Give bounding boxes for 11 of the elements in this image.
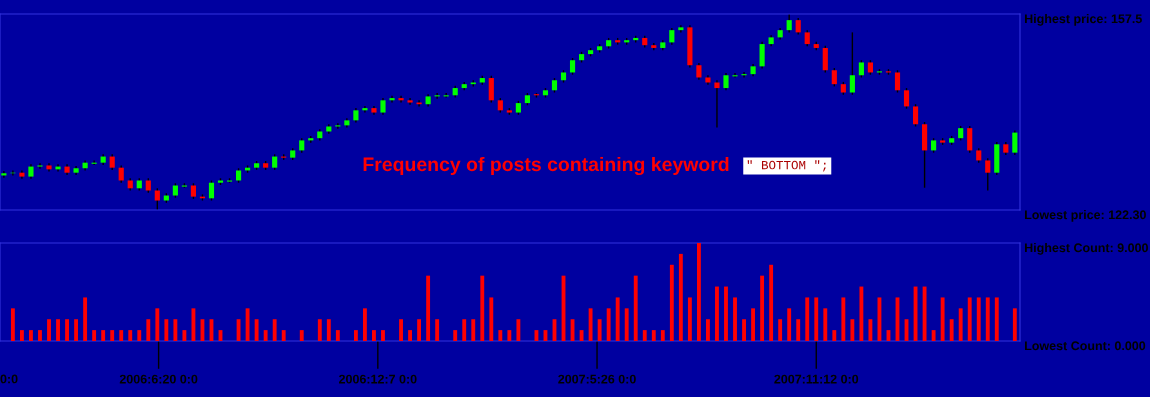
y-tick-label: Lowest Count: 0.000	[1025, 341, 1146, 351]
x-tick-label: 2007:5:26 0:0	[558, 374, 636, 384]
y-tick-label: Highest Count: 9.000	[1025, 243, 1148, 255]
y-tick-label: Highest price: 157.5	[1025, 14, 1142, 26]
text: " BOTTOM ";	[747, 160, 826, 172]
text: Frequency of posts containing keyword	[363, 156, 729, 176]
x-tick-label: 2006:12:7 0:0	[339, 374, 417, 384]
x-tick-label: 2006:6:20 0:0	[119, 374, 198, 384]
text: 0:0	[0, 374, 18, 384]
y-tick-label: Lowest price: 122.30	[1025, 210, 1146, 222]
x-tick-label: 2007:11:12 0:0	[774, 374, 859, 384]
